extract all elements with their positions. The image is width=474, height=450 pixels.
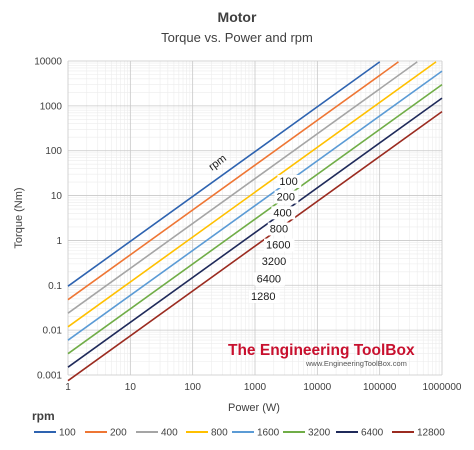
y-tick-label: 100 (45, 146, 62, 157)
inline-label-bg (267, 222, 292, 236)
y-tick-label: 0.01 (43, 326, 63, 337)
legend-label: 800 (211, 428, 228, 439)
watermark-url: www.EngineeringToolBox.com (305, 359, 407, 368)
x-tick-label: 100000 (363, 382, 397, 393)
series-lines (67, 61, 443, 382)
legend-item-1600: 1600 (232, 428, 280, 439)
legend: 100 200 400 800 1600 3200 6400 12800 (34, 428, 445, 439)
legend-item-200: 200 (85, 428, 127, 439)
series-line-6400 (67, 97, 443, 368)
x-tick-label: 10000 (303, 382, 331, 393)
inline-label-bg (277, 174, 302, 188)
y-axis-label: Torque (Nm) (13, 187, 25, 248)
inline-label-bg (271, 206, 296, 220)
inline-label-bg (259, 255, 291, 269)
x-tick-label: 100 (184, 382, 201, 393)
x-tick-label: 1000000 (423, 382, 462, 393)
chart-title: Motor (218, 9, 257, 25)
series-line-12800 (67, 110, 443, 382)
legend-label: 400 (161, 428, 178, 439)
legend-label: 200 (110, 428, 127, 439)
x-tick-labels: 1 10 100 1000 10000 100000 1000000 (65, 382, 462, 393)
x-tick-label: 1 (65, 382, 71, 393)
legend-item-400: 400 (136, 428, 178, 439)
series-line-200 (67, 61, 399, 301)
inline-label-1600: 1600 (266, 240, 290, 252)
legend-item-800: 800 (186, 428, 228, 439)
x-tick-label: 1000 (244, 382, 267, 393)
series-line-1600 (67, 70, 443, 341)
legend-label: 1600 (257, 428, 280, 439)
y-tick-label: 0.1 (48, 281, 62, 292)
x-tick-label: 10 (125, 382, 137, 393)
legend-title: rpm (32, 409, 55, 423)
inline-labels: 100 200 400 800 1600 3200 6400 1280 (249, 174, 302, 303)
legend-label: 3200 (308, 428, 331, 439)
legend-label: 6400 (361, 428, 384, 439)
inline-label-bg (249, 289, 280, 303)
y-tick-labels: 0.001 0.01 0.1 1 10 100 1000 10000 (34, 57, 62, 382)
y-tick-label: 1 (56, 236, 62, 247)
inline-label-200: 200 (277, 192, 295, 204)
legend-label: 12800 (417, 428, 445, 439)
legend-item-6400: 6400 (336, 428, 384, 439)
series-line-100 (67, 61, 381, 287)
legend-item-100: 100 (34, 428, 76, 439)
rpm-inline-label: rpm (207, 152, 229, 173)
inline-label-3200: 3200 (262, 256, 286, 268)
inline-label-bg (264, 238, 295, 252)
inline-label-6400: 6400 (257, 273, 281, 285)
chart-subtitle: Torque vs. Power and rpm (161, 30, 313, 45)
y-tick-label: 0.001 (37, 371, 62, 382)
watermark-title: The Engineering ToolBox (228, 342, 415, 359)
inline-label-bg (274, 190, 299, 204)
y-tick-label: 10000 (34, 57, 62, 68)
legend-label: 100 (59, 428, 76, 439)
watermark: The Engineering ToolBox www.EngineeringT… (228, 342, 415, 368)
inline-label-800: 800 (270, 223, 288, 235)
inline-label-1280: 1280 (251, 291, 275, 303)
series-line-400 (67, 61, 418, 314)
y-tick-label: 10 (51, 191, 63, 202)
major-grid (67, 60, 443, 376)
inline-label-bg (254, 272, 285, 286)
series-line-800 (67, 61, 437, 328)
inline-label-400: 400 (273, 207, 291, 219)
x-axis-label: Power (W) (228, 402, 280, 414)
legend-item-3200: 3200 (283, 428, 331, 439)
inline-label-100: 100 (279, 176, 297, 188)
series-line-3200 (67, 83, 443, 355)
legend-item-12800: 12800 (392, 428, 445, 439)
y-tick-label: 1000 (40, 101, 63, 112)
